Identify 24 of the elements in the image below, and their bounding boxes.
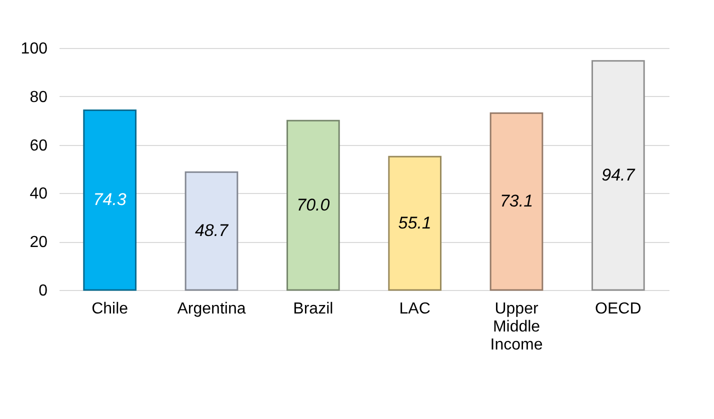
bar [490,112,544,291]
bar [83,109,137,291]
y-tick-label: 60 [30,137,48,154]
x-tick-label: Brazil [293,300,334,318]
y-tick-label: 20 [30,234,48,252]
y-tick-label: 80 [30,88,48,106]
data-label: 73.1 [500,192,534,211]
y-tick-label: 0 [38,282,48,300]
x-tick-label: Upper Middle Income [490,300,543,354]
data-label: 55.1 [398,213,432,232]
bar [184,171,238,291]
data-label: 48.7 [194,221,229,240]
data-label: 74.3 [93,190,127,210]
data-label: 94.7 [602,165,636,184]
x-tick-label: Chile [92,300,128,318]
bar [388,156,442,291]
x-tick-label: LAC [399,300,430,318]
data-label: 70.0 [296,195,330,214]
x-tick-label: OECD [595,300,642,318]
bar [591,60,645,291]
y-tick-label: 40 [30,186,48,203]
x-tick-label: Argentina [177,300,246,318]
bar [286,120,340,291]
y-tick-label: 100 [20,40,48,58]
